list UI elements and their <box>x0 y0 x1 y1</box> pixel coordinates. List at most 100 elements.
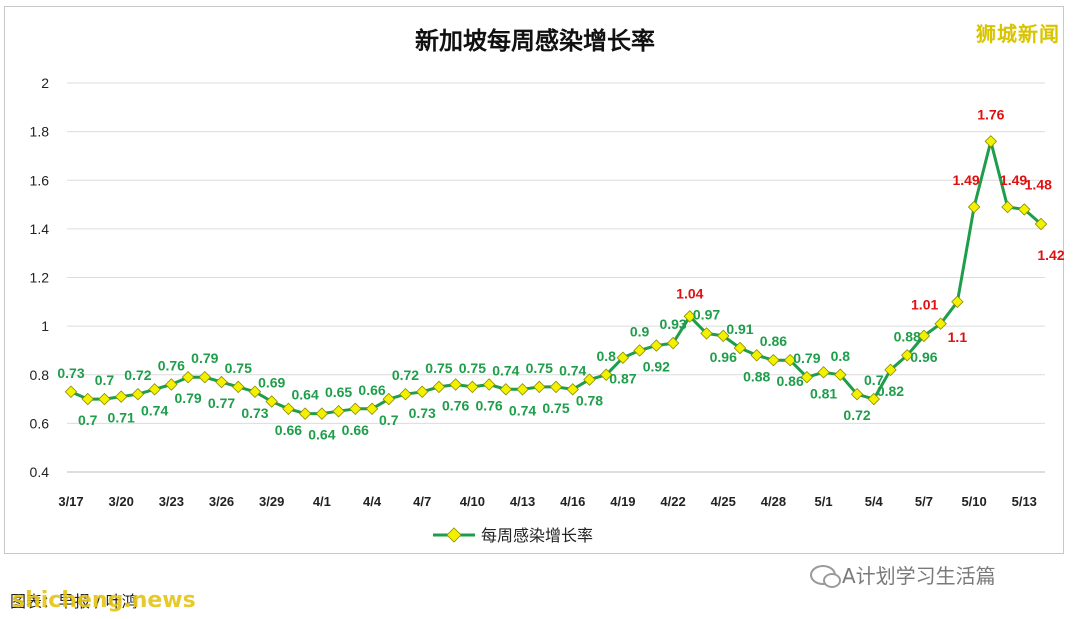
data-point-marker <box>131 387 145 401</box>
chart-title: 新加坡每周感染增长率 <box>415 27 655 55</box>
data-label: 0.72 <box>392 367 419 383</box>
x-tick-label: 3/17 <box>58 494 83 509</box>
x-tick-label: 4/28 <box>761 494 786 509</box>
data-label: 0.71 <box>108 410 135 426</box>
data-point-marker <box>332 404 345 418</box>
data-point-marker <box>633 344 646 357</box>
x-tick-label: 4/25 <box>711 494 736 509</box>
data-label: 0.96 <box>710 349 737 365</box>
data-point-marker <box>282 402 295 416</box>
data-point-marker <box>315 407 329 420</box>
data-point-marker <box>432 380 446 394</box>
data-label: 1.49 <box>1000 172 1027 188</box>
data-label: 0.91 <box>726 321 753 337</box>
data-point-marker <box>616 351 630 364</box>
data-label: 0.66 <box>342 422 369 438</box>
data-label: 0.86 <box>760 333 787 349</box>
x-tick-label: 3/29 <box>259 494 284 509</box>
legend-marker-icon <box>446 527 462 543</box>
data-label: 0.78 <box>576 393 603 409</box>
data-point-marker <box>583 373 596 386</box>
data-label: 0.73 <box>241 405 268 421</box>
account-watermark-text: A计划学习生活篇 <box>842 564 996 588</box>
data-label: 0.97 <box>693 306 720 322</box>
x-tick-label: 4/10 <box>460 494 485 509</box>
data-label: 0.88 <box>894 328 921 344</box>
data-label: 0.74 <box>141 402 168 418</box>
site-watermark: shicheng.news <box>12 588 196 613</box>
data-point-marker <box>834 368 847 381</box>
data-point-marker <box>700 327 713 340</box>
data-point-marker <box>415 385 429 398</box>
x-tick-label: 3/23 <box>159 494 184 509</box>
x-tick-label: 5/13 <box>1012 494 1037 509</box>
data-point-marker <box>533 380 546 394</box>
data-label: 0.74 <box>559 362 586 378</box>
data-label: 0.69 <box>258 374 285 390</box>
data-point-marker <box>767 353 780 367</box>
data-point-marker <box>165 378 178 391</box>
x-tick-label: 4/1 <box>313 494 331 509</box>
x-tick-label: 5/4 <box>865 494 884 509</box>
data-point-marker <box>566 383 579 396</box>
data-point-marker <box>349 402 362 416</box>
x-tick-label: 4/7 <box>413 494 431 509</box>
data-label: 0.76 <box>475 397 502 413</box>
x-axis-ticks: 3/17 3/20 3/23 3/26 3/29 4/1 4/4 4/7 4/10 4/13 4/1… <box>58 494 1037 509</box>
brand-logo-text: 狮城新闻 <box>976 22 1060 46</box>
data-labels: 0.73 0.7 0.7 0.71 0.72 0.74 0.76 0.79 0.79 0.77 0.… <box>57 106 1064 442</box>
data-label: 0.73 <box>57 365 84 381</box>
data-point-marker <box>98 392 111 406</box>
wechat-icon <box>810 564 841 588</box>
data-label: 0.92 <box>643 359 670 375</box>
source-note: 图表：早报 / 叶鸿 <box>10 592 138 611</box>
data-label: 0.75 <box>459 360 486 376</box>
y-axis-ticks: 0.4 0.6 0.8 1 1.2 1.4 1.6 1.8 2 <box>30 75 50 480</box>
data-label: 0.79 <box>174 390 201 406</box>
data-label: 1.42 <box>1037 247 1064 263</box>
data-label: 0.96 <box>910 349 937 365</box>
y-tick-label: 1.6 <box>30 172 50 188</box>
data-label: 0.75 <box>225 360 252 376</box>
gridlines <box>67 82 1045 473</box>
y-tick-label: 2 <box>41 75 49 91</box>
data-label: 0.7 <box>864 372 884 388</box>
markers <box>64 135 1048 420</box>
data-label: 0.8 <box>596 348 616 364</box>
data-point-marker <box>967 200 981 214</box>
data-point-marker <box>733 341 747 355</box>
data-label: 1.76 <box>977 106 1004 122</box>
data-label: 0.7 <box>78 412 98 428</box>
x-tick-label: 4/4 <box>363 494 382 509</box>
data-label: 0.7 <box>95 372 115 388</box>
data-point-marker <box>850 387 864 401</box>
data-point-marker <box>382 392 395 406</box>
y-tick-label: 0.6 <box>30 415 50 431</box>
data-label: 1.49 <box>952 172 979 188</box>
data-point-marker <box>1001 200 1014 214</box>
data-point-marker <box>683 310 697 323</box>
data-label: 0.82 <box>877 383 904 399</box>
data-label: 0.9 <box>630 323 650 339</box>
data-label: 0.72 <box>124 367 151 383</box>
data-point-marker <box>1018 203 1031 216</box>
data-point-marker <box>984 135 998 148</box>
data-point-marker <box>399 387 412 401</box>
data-point-marker <box>232 380 245 394</box>
data-label: 0.75 <box>425 360 452 376</box>
data-label: 0.72 <box>843 407 870 423</box>
data-label: 0.76 <box>442 397 469 413</box>
data-label: 1.48 <box>1025 176 1052 192</box>
x-tick-label: 3/26 <box>209 494 234 509</box>
x-tick-label: 5/7 <box>915 494 933 509</box>
data-label: 0.86 <box>777 373 804 389</box>
data-label: 0.64 <box>308 427 335 443</box>
data-label: 0.65 <box>325 384 352 400</box>
data-label: 0.8 <box>831 348 851 364</box>
chart-frame: 新加坡每周感染增长率 0.4 0.6 0.8 1 1.2 1.4 1.6 1.8 2 3/17 3… <box>4 6 1065 554</box>
data-point-marker <box>298 407 312 420</box>
data-point-marker <box>248 385 262 398</box>
data-point-marker <box>599 368 613 381</box>
data-point-marker <box>817 366 830 379</box>
data-point-marker <box>198 370 212 384</box>
